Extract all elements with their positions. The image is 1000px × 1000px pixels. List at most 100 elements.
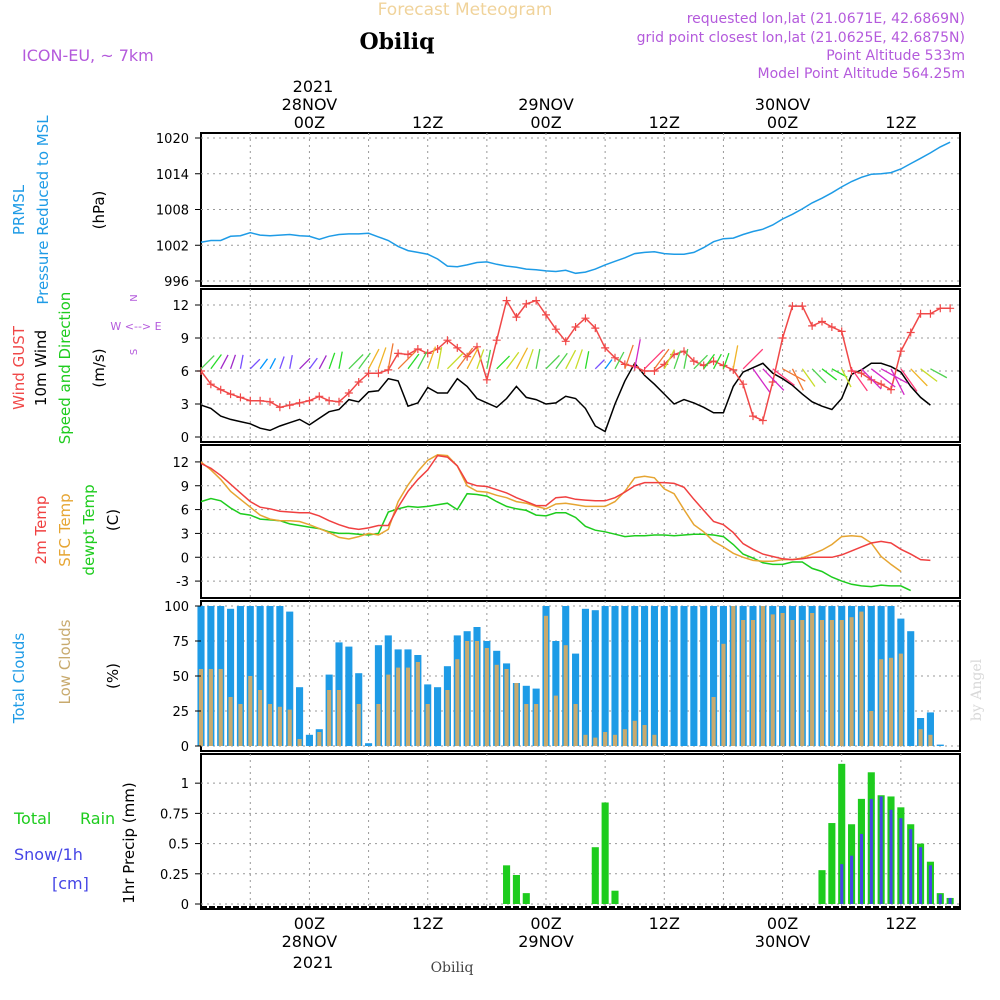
- wind-direction-arrow: [742, 348, 764, 370]
- total-cloud-bar: [660, 606, 668, 746]
- year-bottom: 2021: [293, 953, 334, 972]
- wind-direction-arrow: [229, 354, 237, 370]
- gust-marker: [857, 369, 866, 378]
- gust-marker: [394, 349, 403, 358]
- gust-marker: [571, 323, 580, 331]
- y-tick-label: 3: [181, 398, 189, 413]
- date-label-top: 29NOV: [518, 95, 574, 114]
- snow-bar: [938, 894, 942, 904]
- wind-direction-arrow: [900, 368, 918, 392]
- total-cloud-bar: [256, 606, 264, 746]
- y-tick-label: 12: [172, 456, 189, 471]
- total-clouds-label: Total Clouds: [10, 633, 28, 725]
- total-cloud-bar: [621, 606, 629, 746]
- gust-marker: [788, 302, 797, 311]
- y-tick-label: 100: [164, 600, 189, 615]
- low-cloud-bar: [396, 667, 401, 746]
- point-altitude: Point Altitude 533m: [826, 48, 965, 64]
- plot-marks: [197, 141, 960, 908]
- low-cloud-bar: [898, 653, 903, 746]
- date-label-top: 30NOV: [755, 95, 811, 114]
- hour-label-top: 00Z: [294, 113, 325, 132]
- low-cloud-bar: [524, 704, 529, 746]
- total-cloud-bar: [374, 645, 382, 746]
- rain-bar: [512, 875, 520, 904]
- wind-direction-arrow: [653, 348, 670, 370]
- low-cloud-bar: [603, 732, 608, 746]
- total-cloud-bar: [227, 608, 235, 746]
- y-tick-label: 0.5: [168, 838, 189, 853]
- low-cloud-bar: [839, 620, 844, 746]
- wind-direction-arrow: [535, 348, 541, 369]
- low-cloud-bar: [879, 659, 884, 746]
- pressure-unit: (hPa): [90, 191, 108, 230]
- gust-marker: [611, 353, 619, 362]
- low-cloud-bar: [455, 659, 460, 746]
- gust-marker: [818, 317, 826, 326]
- y-tick-label: 75: [172, 635, 189, 650]
- gust-marker: [739, 380, 748, 389]
- low-cloud-bar: [238, 704, 243, 746]
- total-cloud-bar: [936, 744, 944, 746]
- total-cloud-bar: [631, 606, 639, 746]
- wind-direction-arrow: [584, 351, 590, 369]
- low-cloud-bar: [218, 669, 223, 746]
- y-tick-label: 6: [181, 365, 189, 380]
- rain-bar: [611, 890, 619, 904]
- wind-direction-arrow: [200, 355, 215, 370]
- y-tick-label: 0: [181, 898, 189, 913]
- gust-marker: [364, 369, 373, 378]
- low-clouds-label: Low Clouds: [56, 619, 74, 704]
- low-cloud-bar: [622, 729, 627, 746]
- temp-unit: (C): [104, 509, 122, 531]
- y-tick-label: 12: [172, 299, 189, 314]
- gust-marker: [443, 336, 452, 345]
- wind-direction-arrow: [210, 354, 222, 370]
- location-title: Obiliq: [359, 29, 434, 55]
- wind-direction-arrow: [791, 368, 804, 391]
- gust-marker: [561, 337, 570, 346]
- precip-cm-label: [cm]: [52, 874, 89, 893]
- snow-bar: [889, 809, 893, 904]
- wind-direction-arrow: [249, 358, 261, 370]
- wind-direction-arrow: [476, 349, 485, 370]
- total-cloud-bar: [591, 610, 599, 746]
- wind-direction-arrow: [417, 351, 428, 370]
- gust-marker: [916, 309, 925, 318]
- wind-direction-arrow: [890, 368, 905, 396]
- hour-label-top: 00Z: [530, 113, 561, 132]
- wind-direction-arrow: [377, 347, 387, 370]
- wind-direction-label: Speed and Direction: [56, 292, 74, 445]
- gust-marker: [246, 396, 255, 405]
- hour-label-top: 12Z: [412, 113, 443, 132]
- low-cloud-bar: [386, 674, 391, 746]
- gust-marker: [778, 334, 787, 342]
- wind-direction-arrow: [604, 359, 613, 370]
- precip-panel: [200, 753, 961, 910]
- clouds-unit: (%): [104, 663, 122, 689]
- hour-label-bottom: 12Z: [885, 914, 916, 933]
- total-cloud-bar: [680, 606, 688, 746]
- hour-label-bottom: 00Z: [530, 914, 561, 933]
- snow-bar: [948, 897, 952, 904]
- wind-direction-arrow: [821, 368, 838, 381]
- low-cloud-bar: [563, 645, 568, 746]
- gust-marker: [877, 380, 886, 389]
- low-cloud-bar: [800, 620, 805, 746]
- precip-snow-label: Snow/1h: [14, 845, 83, 864]
- total-cloud-bar: [572, 653, 580, 746]
- y-tick-label: -3: [176, 575, 189, 590]
- date-label-bottom: 28NOV: [282, 932, 338, 951]
- total-cloud-bar: [276, 606, 284, 746]
- gust-marker: [936, 304, 945, 313]
- gust-marker: [315, 392, 324, 401]
- precip-total-label: Total: [13, 809, 51, 828]
- gust-marker: [206, 380, 215, 389]
- low-cloud-bar: [869, 711, 874, 746]
- gust-marker: [463, 352, 472, 361]
- wind-direction-arrow: [870, 368, 896, 388]
- wind-direction-arrow: [634, 339, 641, 369]
- precip-rain-label: Rain: [80, 809, 115, 828]
- wind-direction-arrow: [348, 354, 364, 370]
